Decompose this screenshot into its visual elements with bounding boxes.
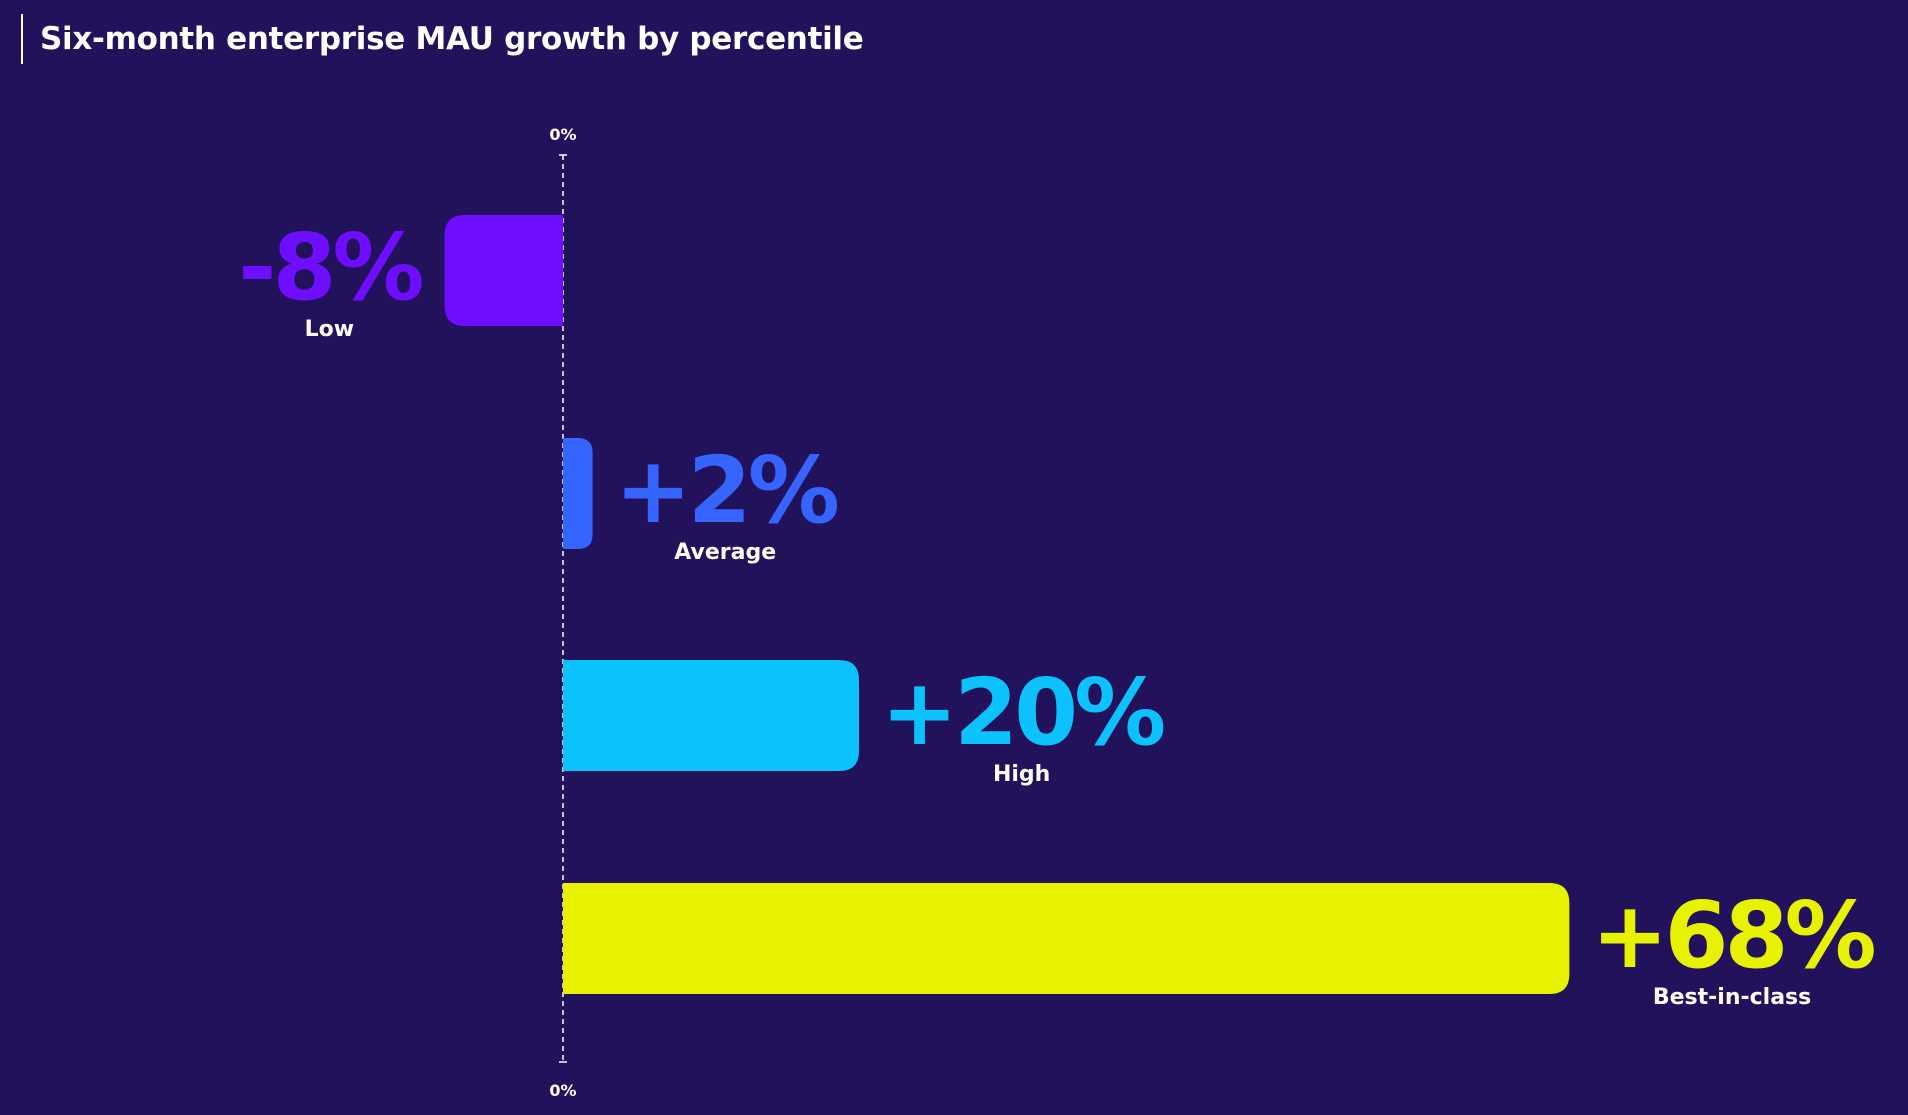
bar-best-in-class [563,883,1570,994]
chart-title-bar: Six-month enterprise MAU growth by perce… [21,14,864,64]
value-label-average: +2% [615,437,838,544]
value-label-high: +20% [881,659,1164,766]
category-label-best-in-class: Best-in-class [1653,985,1811,1010]
chart-title: Six-month enterprise MAU growth by perce… [40,21,864,57]
bar-average [563,438,593,549]
bar-low [444,215,563,326]
axis-label-bottom: 0% [549,1081,576,1100]
value-label-best-in-class: +68% [1591,882,1874,989]
value-label-low: -8% [238,214,422,321]
category-label-low: Low [305,317,354,342]
category-label-average: Average [674,540,776,565]
category-label-high: High [993,762,1050,787]
bar-high [563,660,859,771]
axis-label-top: 0% [549,125,576,144]
bars-group: -8%Low +2%Average +20%High +68%Best-in-clas… [238,214,1878,1010]
